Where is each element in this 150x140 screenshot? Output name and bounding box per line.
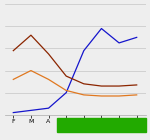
- Bar: [57, 118, 146, 132]
